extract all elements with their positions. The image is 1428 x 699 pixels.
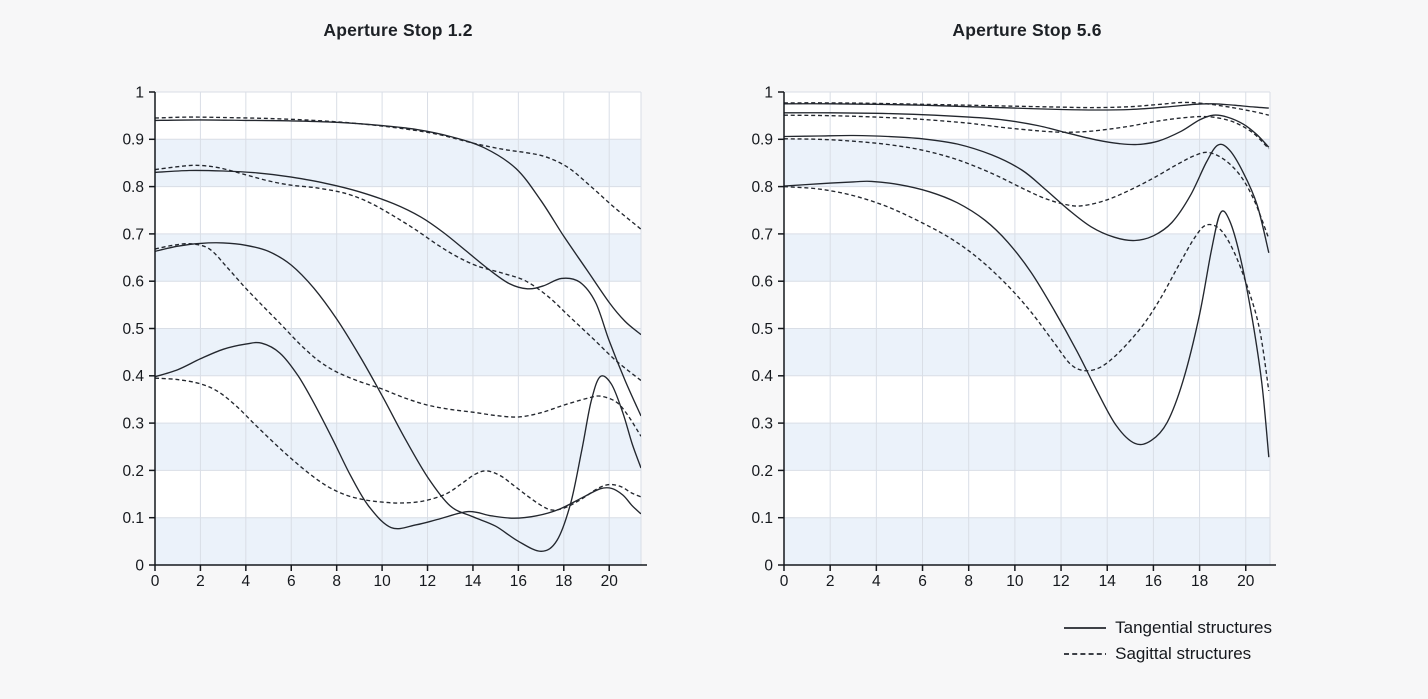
svg-text:0.3: 0.3 <box>751 416 773 433</box>
curve-layer <box>784 101 1270 458</box>
legend-item-tangential: Tangential structures <box>1064 617 1272 638</box>
mtf-plot-svg: 00.10.20.30.40.50.60.70.80.910 2 4 6 8 10 12 14… <box>122 84 647 590</box>
curve-tangential-3 <box>784 134 1270 253</box>
svg-text:12: 12 <box>419 573 436 590</box>
svg-text:0.1: 0.1 <box>751 510 773 527</box>
tick-labels: 00.10.20.30.40.50.60.70.80.910 2 4 6 8 10 12 14… <box>751 84 1254 590</box>
solid-line-swatch <box>1064 626 1107 629</box>
svg-text:10: 10 <box>1006 573 1024 590</box>
svg-text:0.4: 0.4 <box>122 368 144 385</box>
chart-title: Aperture Stop 1.2 <box>323 20 473 40</box>
curve-tangential-2 <box>155 169 641 417</box>
tick-labels: 00.10.20.30.40.50.60.70.80.910 2 4 6 8 10 12 14… <box>122 84 618 590</box>
svg-text:0.7: 0.7 <box>751 226 773 243</box>
curve-tangential-3 <box>155 242 641 552</box>
legend-label-tangential: Tangential structures <box>1115 618 1272 637</box>
curve-sagittal-1 <box>155 116 641 230</box>
svg-text:0.6: 0.6 <box>122 274 144 291</box>
curve-sagittal-4 <box>784 185 1270 391</box>
svg-text:18: 18 <box>555 573 572 590</box>
svg-text:0.4: 0.4 <box>751 368 773 385</box>
svg-text:8: 8 <box>332 573 341 590</box>
svg-text:1: 1 <box>135 84 144 101</box>
svg-text:0.7: 0.7 <box>122 226 144 243</box>
mtf-plot-svg: 00.10.20.30.40.50.60.70.80.910 2 4 6 8 10 12 14… <box>751 84 1276 590</box>
svg-text:4: 4 <box>872 573 881 590</box>
svg-text:0: 0 <box>780 573 789 590</box>
svg-text:4: 4 <box>242 573 251 590</box>
svg-text:14: 14 <box>1099 573 1117 590</box>
svg-text:6: 6 <box>918 573 927 590</box>
svg-text:0: 0 <box>151 573 160 590</box>
axes-layer <box>778 91 1276 571</box>
curve-sagittal-3 <box>155 242 641 437</box>
dashed-line-swatch <box>1064 652 1107 655</box>
chart-title: Aperture Stop 5.6 <box>952 20 1102 40</box>
svg-text:6: 6 <box>287 573 296 590</box>
svg-text:20: 20 <box>1237 573 1255 590</box>
svg-text:2: 2 <box>196 573 205 590</box>
svg-text:8: 8 <box>964 573 973 590</box>
svg-text:10: 10 <box>373 573 391 590</box>
svg-text:0.8: 0.8 <box>751 179 773 196</box>
svg-text:2: 2 <box>826 573 835 590</box>
chart-panel-aperture-1-2: Aperture Stop 1.2 0 0.1 0.2 0.3 0.4 0.5 0.6 0.7… <box>85 20 685 600</box>
svg-text:16: 16 <box>510 573 527 590</box>
svg-text:0.5: 0.5 <box>122 321 144 338</box>
svg-text:12: 12 <box>1052 573 1069 590</box>
legend-label-sagittal: Sagittal structures <box>1115 644 1252 664</box>
svg-text:0.2: 0.2 <box>751 463 773 480</box>
curve-layer <box>155 116 641 552</box>
curve-tangential-2 <box>784 112 1270 148</box>
svg-text:14: 14 <box>464 573 482 590</box>
svg-text:0.9: 0.9 <box>751 132 773 149</box>
svg-text:0.5: 0.5 <box>751 321 773 338</box>
svg-text:20: 20 <box>601 573 619 590</box>
svg-text:0: 0 <box>764 557 773 574</box>
axes-layer <box>149 91 647 571</box>
svg-text:0.1: 0.1 <box>122 510 144 527</box>
grid-layer <box>783 91 1271 566</box>
legend-item-sagittal: Sagittal structures <box>1064 643 1272 664</box>
curve-tangential-4 <box>155 341 641 530</box>
curve-tangential-1 <box>784 103 1269 111</box>
svg-text:0.3: 0.3 <box>122 416 144 433</box>
svg-text:0.8: 0.8 <box>122 179 144 196</box>
svg-text:18: 18 <box>1191 573 1208 590</box>
curve-tangential-4 <box>784 180 1270 458</box>
svg-text:0.2: 0.2 <box>122 463 144 480</box>
svg-text:0.6: 0.6 <box>751 274 773 291</box>
svg-text:0.9: 0.9 <box>122 132 144 149</box>
chart-panel-aperture-5-6: Aperture Stop 5.6 0 0.1 0.2 0.3 0.4 0.5 0.6 0.7… <box>714 20 1314 600</box>
svg-text:0: 0 <box>135 557 144 574</box>
svg-text:1: 1 <box>764 84 773 101</box>
curve-sagittal-1 <box>784 101 1269 116</box>
legend: Tangential structures Sagittal structure… <box>1064 617 1272 665</box>
svg-text:16: 16 <box>1145 573 1162 590</box>
curve-sagittal-2 <box>155 164 641 382</box>
